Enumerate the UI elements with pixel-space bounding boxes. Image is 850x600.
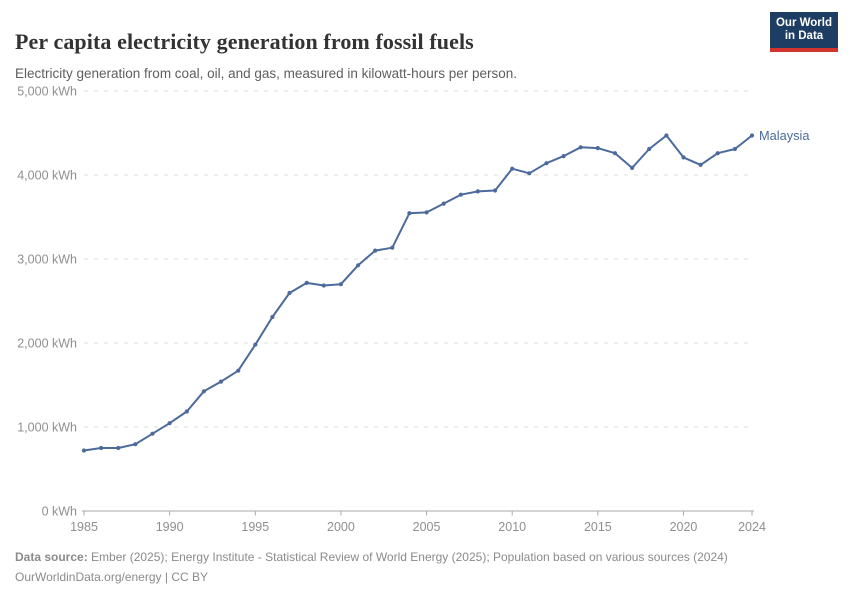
footer-source-line: Data source: Ember (2025); Energy Instit… xyxy=(15,547,835,567)
data-point[interactable] xyxy=(407,211,412,216)
footer-license-link[interactable]: CC BY xyxy=(171,570,208,584)
data-point[interactable] xyxy=(356,263,361,268)
x-tick-label: 2010 xyxy=(498,520,526,534)
data-point[interactable] xyxy=(749,133,755,138)
y-tick-label: 3,000 kWh xyxy=(17,253,77,267)
data-point[interactable] xyxy=(647,146,652,152)
series-label[interactable]: Malaysia xyxy=(759,128,810,143)
x-tick-label: 2005 xyxy=(413,520,441,534)
data-point[interactable] xyxy=(304,280,309,285)
data-point[interactable] xyxy=(578,145,583,150)
x-tick-label: 1990 xyxy=(156,520,184,534)
data-point[interactable] xyxy=(424,210,429,215)
data-point[interactable] xyxy=(287,290,292,296)
data-point[interactable] xyxy=(150,431,155,436)
y-tick-label: 0 kWh xyxy=(42,505,77,519)
footer-license-line: OurWorldinData.org/energy | CC BY xyxy=(15,567,835,587)
x-tick-label: 2015 xyxy=(584,520,612,534)
data-point[interactable] xyxy=(612,151,618,156)
chart-svg: 0 kWh 1,000 kWh 2,000 kWh 3,000 kWh 4,000 kW… xyxy=(17,85,810,535)
y-tick-label: 4,000 kWh xyxy=(17,169,77,183)
data-point[interactable] xyxy=(698,162,703,167)
owid-logo-line2: in Data xyxy=(784,30,824,42)
chart-footer: Data source: Ember (2025); Energy Instit… xyxy=(15,547,835,587)
footer-source-text: Ember (2025); Energy Institute - Statist… xyxy=(87,550,728,564)
page-title: Per capita electricity generation from f… xyxy=(15,28,474,54)
y-tick-label: 5,000 kWh xyxy=(17,85,77,99)
owid-logo[interactable]: Our World in Data xyxy=(770,12,838,52)
data-point[interactable] xyxy=(441,201,446,206)
x-tick-label: 2000 xyxy=(327,520,355,534)
series-line[interactable] xyxy=(83,134,753,452)
data-point[interactable] xyxy=(201,389,206,394)
y-tick-label: 2,000 kWh xyxy=(17,337,77,351)
footer-url-link[interactable]: OurWorldinData.org/energy xyxy=(15,570,162,584)
data-point[interactable] xyxy=(732,146,738,152)
x-tick-label: 1985 xyxy=(70,520,98,534)
data-point[interactable] xyxy=(373,248,378,253)
data-point[interactable] xyxy=(133,442,138,447)
data-point[interactable] xyxy=(321,283,326,288)
data-point[interactable] xyxy=(475,189,480,194)
chart-subtitle: Electricity generation from coal, oil, a… xyxy=(15,65,517,81)
x-tick-label: 2024 xyxy=(738,520,766,534)
data-point[interactable] xyxy=(338,282,343,287)
footer-separator: | xyxy=(161,570,172,584)
data-point[interactable] xyxy=(218,379,224,384)
data-point[interactable] xyxy=(715,151,720,156)
data-point[interactable] xyxy=(116,445,121,451)
data-point[interactable] xyxy=(630,165,635,170)
y-tick-label: 1,000 kWh xyxy=(17,421,77,435)
data-point[interactable] xyxy=(595,146,600,151)
data-point[interactable] xyxy=(253,342,258,347)
data-point[interactable] xyxy=(493,188,498,193)
data-point[interactable] xyxy=(236,368,241,373)
data-point[interactable] xyxy=(270,314,275,320)
data-point[interactable] xyxy=(664,133,669,138)
x-tick-label: 2020 xyxy=(670,520,698,534)
owid-logo-line1: Our World xyxy=(775,17,832,29)
data-point[interactable] xyxy=(184,409,189,414)
data-point[interactable] xyxy=(99,445,104,451)
data-point[interactable] xyxy=(544,161,549,166)
data-point[interactable] xyxy=(510,166,515,171)
x-tick-label: 1995 xyxy=(241,520,269,534)
data-point[interactable] xyxy=(458,192,463,197)
data-point[interactable] xyxy=(167,421,172,426)
data-point[interactable] xyxy=(390,245,395,250)
data-point[interactable] xyxy=(681,155,686,160)
data-point[interactable] xyxy=(561,154,566,159)
data-point[interactable] xyxy=(527,171,532,176)
footer-source-label: Data source: xyxy=(15,550,88,564)
data-point[interactable] xyxy=(81,448,87,453)
